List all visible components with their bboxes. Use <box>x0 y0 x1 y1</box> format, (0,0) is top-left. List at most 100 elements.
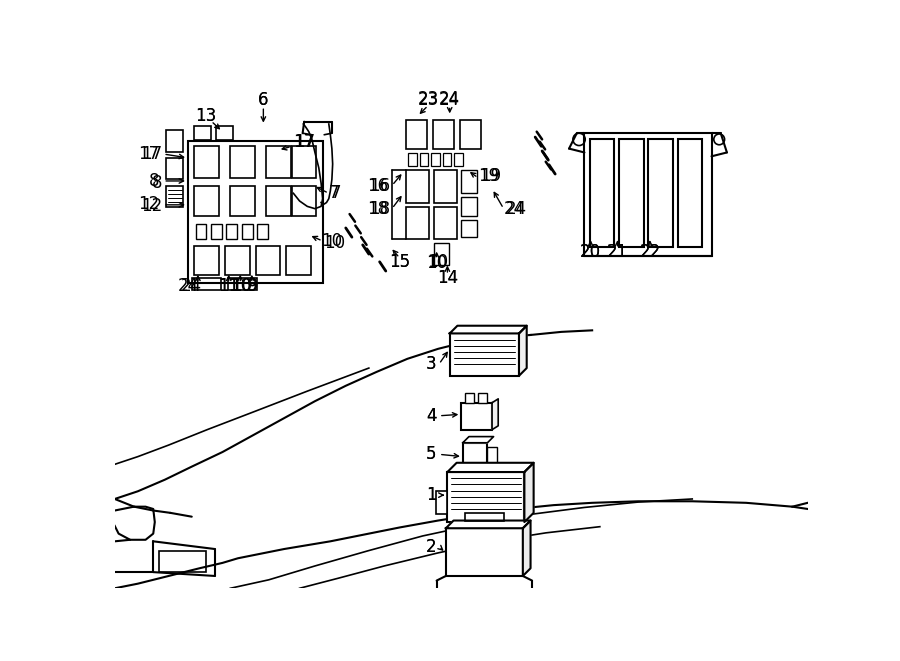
Bar <box>465 513 504 520</box>
Bar <box>434 243 449 265</box>
Polygon shape <box>523 520 530 576</box>
Text: 14: 14 <box>436 269 458 287</box>
Text: 18: 18 <box>367 200 388 217</box>
Text: 3: 3 <box>426 355 436 373</box>
Bar <box>447 472 525 522</box>
Bar <box>195 224 206 239</box>
Text: 15: 15 <box>389 253 410 271</box>
Bar <box>460 120 482 149</box>
Bar <box>436 491 447 514</box>
Bar <box>450 333 519 375</box>
Bar <box>292 186 317 216</box>
Bar <box>194 126 211 140</box>
Text: 22: 22 <box>639 243 661 261</box>
Text: 16: 16 <box>369 176 391 194</box>
Bar <box>194 186 219 216</box>
Text: 18: 18 <box>369 200 391 217</box>
Bar <box>431 153 440 167</box>
Text: 6: 6 <box>258 91 268 109</box>
Polygon shape <box>463 437 493 443</box>
Text: 24: 24 <box>504 200 525 217</box>
Text: 8: 8 <box>148 172 159 190</box>
Bar <box>230 186 255 216</box>
Text: 13: 13 <box>195 106 216 124</box>
Bar <box>461 403 492 430</box>
Text: 20: 20 <box>580 243 601 261</box>
Bar <box>478 393 488 403</box>
Text: 22: 22 <box>639 243 661 261</box>
Text: 10: 10 <box>231 277 252 295</box>
Text: 7: 7 <box>330 184 341 202</box>
Bar <box>446 528 523 576</box>
Text: 9: 9 <box>247 277 257 295</box>
Text: 4: 4 <box>426 407 436 425</box>
Text: 7: 7 <box>328 184 339 202</box>
Bar <box>584 134 712 256</box>
Bar <box>619 139 644 247</box>
Text: 1: 1 <box>426 486 436 504</box>
Text: 17: 17 <box>294 134 315 151</box>
Text: 12: 12 <box>139 195 159 213</box>
Text: 19: 19 <box>481 167 501 184</box>
Bar <box>443 153 451 167</box>
Bar <box>454 153 463 167</box>
Bar <box>166 130 184 152</box>
Bar <box>590 139 615 247</box>
Bar <box>194 145 219 178</box>
Bar <box>433 120 454 149</box>
Text: 24: 24 <box>439 91 460 109</box>
Text: 11: 11 <box>218 277 239 295</box>
Bar <box>406 207 429 239</box>
Bar <box>228 278 257 290</box>
Polygon shape <box>525 463 534 522</box>
Bar <box>257 224 268 239</box>
Text: 1: 1 <box>426 486 436 504</box>
Text: 2: 2 <box>426 537 436 556</box>
Text: 5: 5 <box>426 446 436 463</box>
Bar <box>286 246 311 275</box>
Text: 10: 10 <box>324 233 346 252</box>
Bar <box>211 224 221 239</box>
Bar <box>166 158 184 179</box>
Text: 8: 8 <box>152 175 163 192</box>
Bar <box>678 139 702 247</box>
Text: 14: 14 <box>436 269 458 287</box>
Text: 24: 24 <box>181 277 202 295</box>
Bar <box>227 224 238 239</box>
Text: 4: 4 <box>426 407 436 425</box>
Polygon shape <box>446 520 530 528</box>
Bar <box>434 207 456 239</box>
Bar <box>465 393 474 403</box>
Text: 11: 11 <box>218 277 239 295</box>
Polygon shape <box>492 399 499 430</box>
Bar <box>194 246 219 275</box>
Bar <box>461 170 477 193</box>
Bar <box>188 141 322 284</box>
Text: 16: 16 <box>367 176 388 194</box>
Bar <box>461 197 477 216</box>
Text: 12: 12 <box>141 198 163 215</box>
Text: 10: 10 <box>230 277 251 295</box>
Polygon shape <box>450 326 526 333</box>
Text: 10: 10 <box>426 254 447 272</box>
Text: 23: 23 <box>418 91 439 109</box>
Bar <box>406 170 429 202</box>
Bar <box>266 145 291 178</box>
Polygon shape <box>447 463 534 472</box>
Text: 21: 21 <box>607 243 628 261</box>
Bar <box>266 186 291 216</box>
Text: 21: 21 <box>607 243 628 261</box>
Text: 9: 9 <box>248 277 258 295</box>
Text: 10: 10 <box>321 232 342 250</box>
Text: 13: 13 <box>195 106 216 124</box>
Text: 6: 6 <box>258 91 268 109</box>
Bar <box>225 246 249 275</box>
Bar <box>256 246 280 275</box>
Bar <box>434 170 456 202</box>
Text: 15: 15 <box>389 253 410 271</box>
Bar <box>419 153 428 167</box>
Text: 19: 19 <box>478 167 500 184</box>
Text: 24: 24 <box>439 90 460 108</box>
Text: 17: 17 <box>139 145 159 163</box>
Text: 17: 17 <box>141 145 163 163</box>
